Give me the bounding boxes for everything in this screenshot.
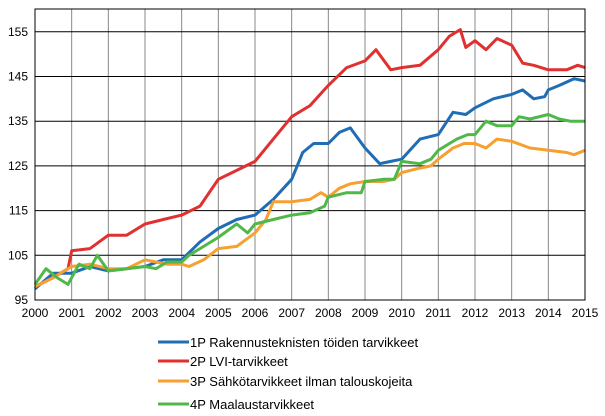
x-tick-label: 2008 [315, 306, 342, 320]
y-tick-label: 105 [8, 248, 28, 262]
x-tick-label: 2002 [95, 306, 122, 320]
x-tick-label: 2011 [425, 306, 451, 320]
y-tick-label: 155 [8, 25, 28, 39]
series-line-1 [34, 77, 586, 290]
x-tick-label: 2015 [572, 306, 599, 320]
y-tick-label: 125 [8, 159, 28, 173]
x-tick-label: 2000 [22, 306, 49, 320]
y-tick-label: 115 [9, 204, 28, 218]
x-tick-label: 2001 [58, 306, 85, 320]
x-tick-label: 2005 [205, 306, 232, 320]
x-tick-label: 2014 [535, 306, 562, 320]
x-tick-label: 2004 [168, 306, 195, 320]
y-tick-label: 95 [15, 293, 29, 307]
x-tick-label: 2012 [462, 306, 489, 320]
x-tick-label: 2009 [352, 306, 379, 320]
x-tick-label: 2013 [498, 306, 525, 320]
legend: 1P Rakennusteknisten töiden tarvikkeet 2P… [158, 335, 419, 412]
y-tick-label: 145 [8, 70, 28, 84]
x-tick-label: 2010 [388, 306, 415, 320]
legend-label-3: 3P Sähkötarvikkeet ilman talouskojeita [190, 374, 413, 389]
legend-label-2: 2P LVI-tarvikkeet [190, 354, 288, 369]
legend-label-1: 1P Rakennusteknisten töiden tarvikkeet [190, 335, 419, 350]
x-tick-label: 2003 [132, 306, 159, 320]
x-tick-label: 2006 [242, 306, 269, 320]
series-line-2 [34, 28, 586, 288]
plot-frame [34, 8, 586, 301]
grid [34, 9, 586, 301]
series-lines [33, 28, 586, 290]
x-tick-label: 2007 [278, 306, 305, 320]
y-tick-label: 135 [8, 114, 28, 128]
tick-labels: 2000 2001 2002 2003 2004 2005 2006 2007 2008 2009… [8, 25, 599, 320]
legend-label-4: 4P Maalaustarvikkeet [190, 397, 314, 412]
series-line-4 [33, 113, 585, 286]
